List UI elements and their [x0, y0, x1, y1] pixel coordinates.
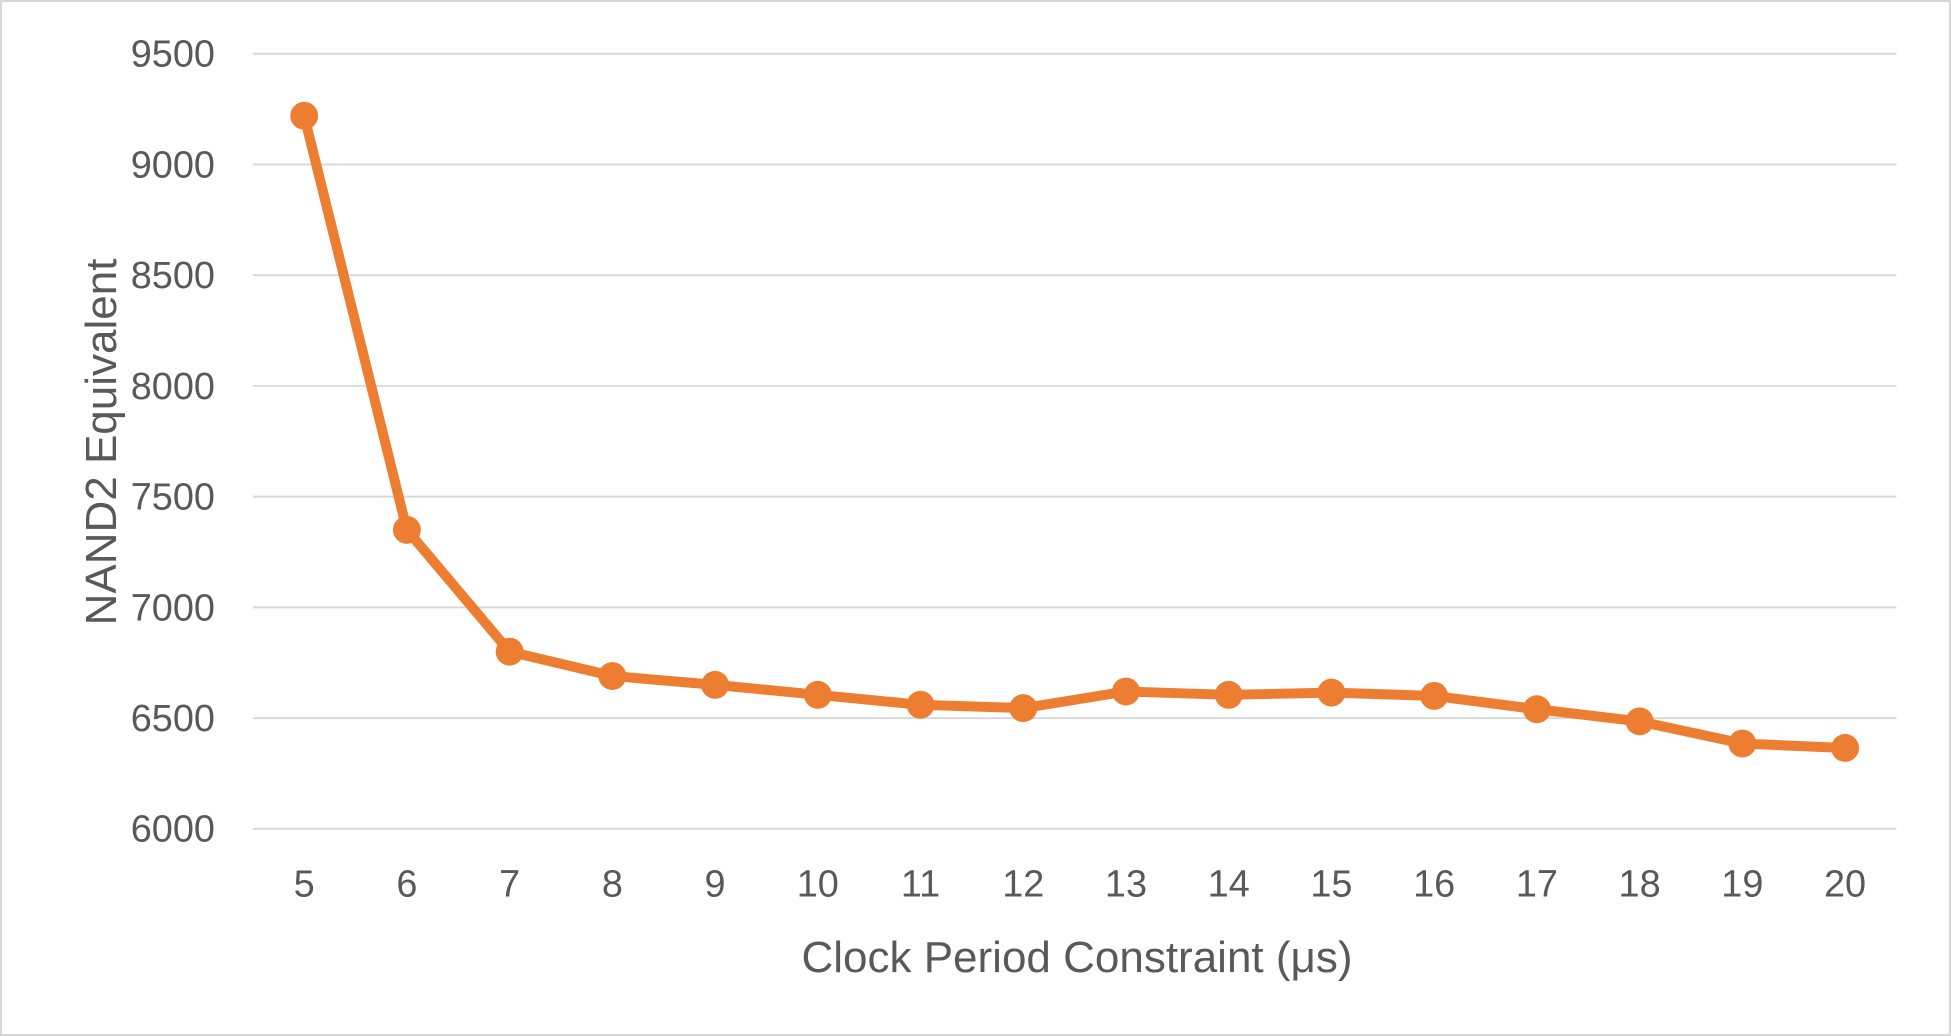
data-point-marker — [1112, 677, 1140, 706]
data-point-marker — [1009, 694, 1038, 723]
x-tick-label: 16 — [1413, 864, 1455, 906]
x-tick-label: 5 — [294, 864, 315, 906]
y-axis-title: NAND2 Equivalent — [76, 258, 126, 626]
x-tick-label: 10 — [797, 864, 839, 906]
x-tick-label: 12 — [1002, 864, 1044, 906]
data-point-marker — [495, 637, 524, 666]
data-point-marker — [1420, 681, 1449, 710]
x-tick-label: 11 — [901, 864, 940, 906]
y-tick-label: 7500 — [131, 477, 215, 519]
y-tick-label: 9500 — [131, 34, 215, 76]
x-axis-title: Clock Period Constraint (μs) — [801, 933, 1353, 982]
y-tick-label: 8500 — [131, 255, 215, 297]
data-point-marker — [1214, 680, 1243, 709]
data-point-marker — [1831, 734, 1860, 762]
y-tick-label: 6000 — [131, 809, 215, 851]
x-tick-label: 8 — [602, 864, 623, 906]
x-tick-label: 13 — [1105, 864, 1147, 906]
x-tick-label: 19 — [1721, 864, 1763, 906]
data-point-marker — [392, 515, 421, 544]
data-point-marker — [598, 662, 627, 690]
x-tick-label: 6 — [396, 864, 417, 906]
data-point-marker — [701, 670, 730, 699]
x-tick-label: 15 — [1310, 864, 1352, 906]
x-tick-label: 17 — [1516, 864, 1558, 906]
data-point-marker — [1317, 678, 1346, 707]
series-line — [299, 110, 1851, 753]
x-tick-label: 18 — [1619, 864, 1661, 906]
y-tick-label: 8000 — [131, 366, 215, 408]
data-point-marker — [803, 680, 832, 709]
y-tick-label: 7000 — [131, 587, 215, 629]
y-tick-label: 6500 — [131, 698, 215, 740]
y-tick-label: 9000 — [131, 144, 215, 186]
data-point-marker — [1625, 707, 1654, 736]
data-point-marker — [906, 690, 935, 719]
x-tick-label: 20 — [1824, 864, 1866, 906]
x-tick-label: 9 — [705, 864, 726, 906]
data-point-marker — [290, 101, 319, 130]
x-tick-label: 14 — [1208, 864, 1250, 906]
data-point-marker — [1728, 729, 1757, 758]
data-point-marker — [1522, 695, 1551, 724]
x-tick-label: 7 — [499, 864, 520, 906]
